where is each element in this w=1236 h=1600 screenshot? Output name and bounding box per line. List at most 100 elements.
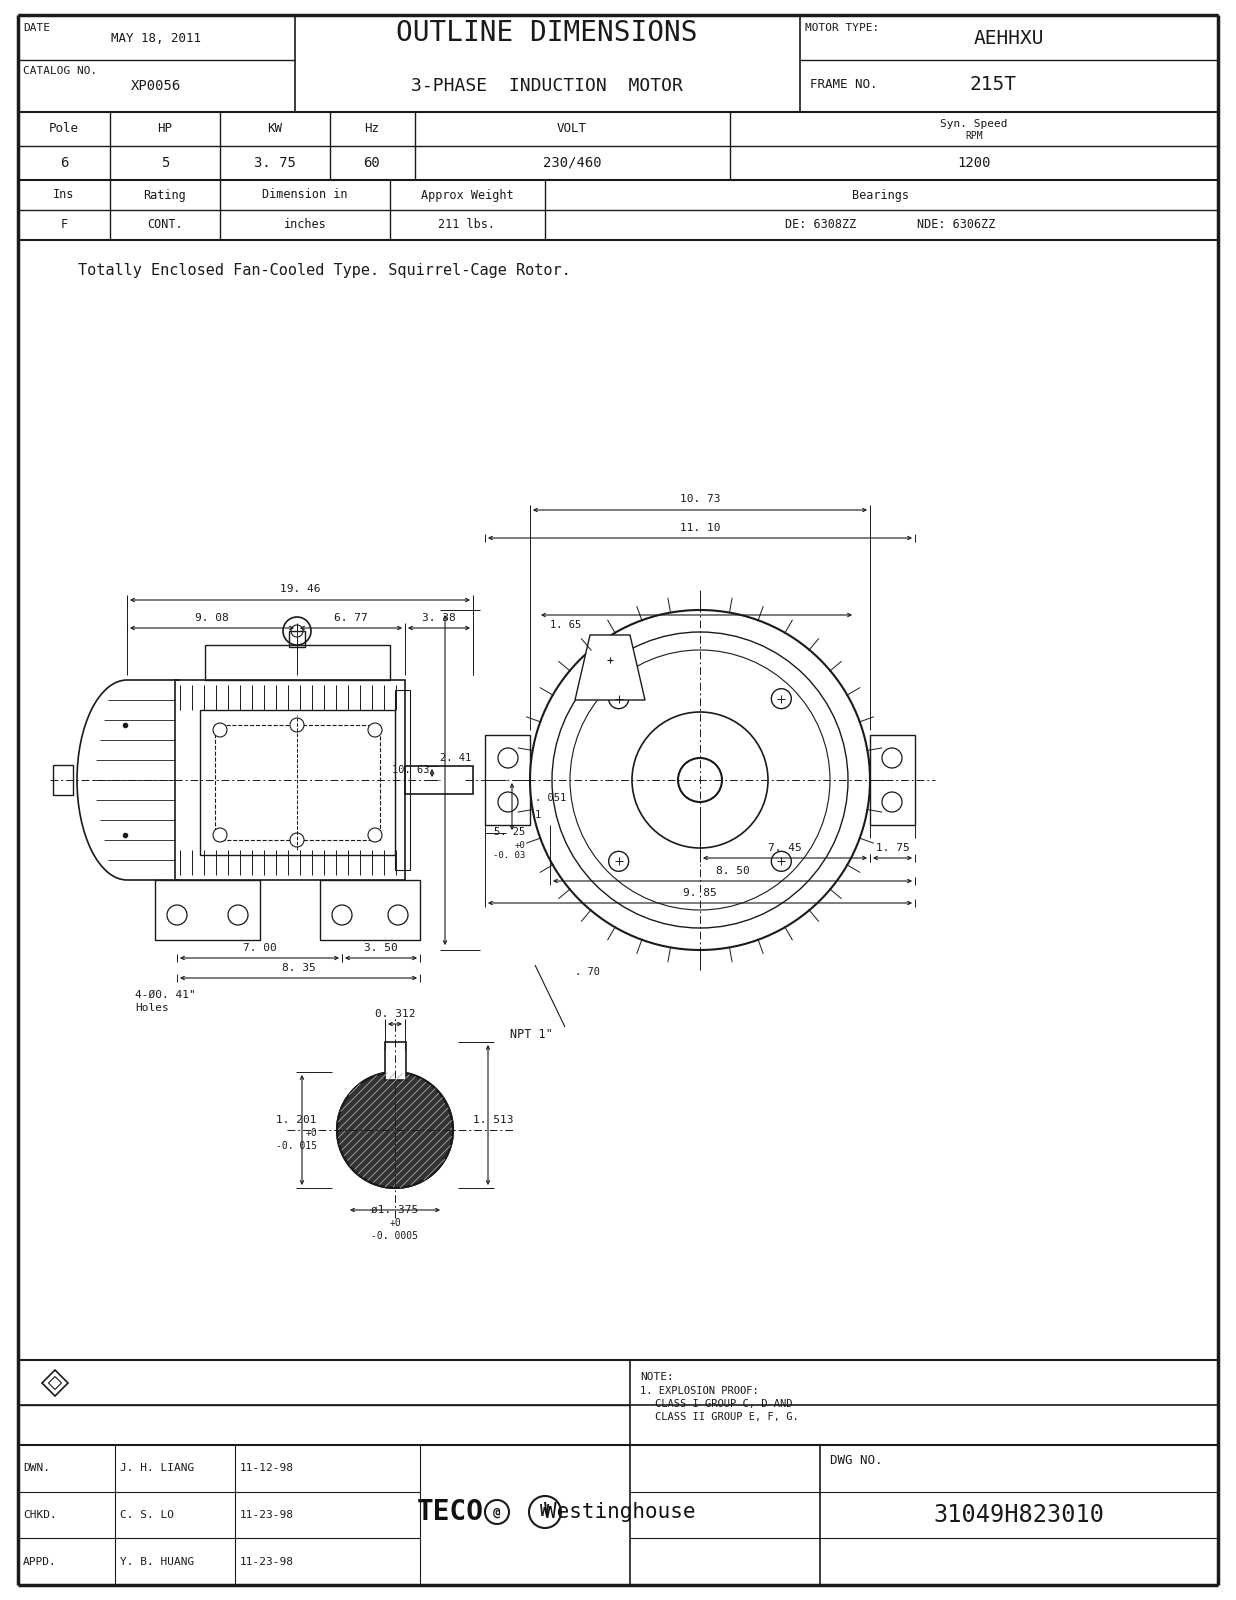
- Circle shape: [771, 688, 791, 709]
- Circle shape: [608, 688, 629, 709]
- Text: 10. 63: 10. 63: [393, 765, 430, 774]
- Text: 9. 85: 9. 85: [684, 888, 717, 898]
- Text: DE: 6308ZZ: DE: 6308ZZ: [785, 219, 857, 232]
- Text: APPD.: APPD.: [23, 1557, 57, 1566]
- Text: F: F: [61, 219, 68, 232]
- Text: 2. 41: 2. 41: [440, 754, 471, 763]
- Text: 215T: 215T: [970, 75, 1017, 93]
- Text: MOTOR TYPE:: MOTOR TYPE:: [805, 22, 879, 34]
- Text: 0. 312: 0. 312: [375, 1010, 415, 1019]
- Text: 1: 1: [535, 810, 541, 819]
- Bar: [485, 734, 530, 826]
- Text: 8. 50: 8. 50: [716, 866, 749, 877]
- Bar: [154, 880, 260, 939]
- Text: 10. 73: 10. 73: [680, 494, 721, 504]
- Circle shape: [498, 749, 518, 768]
- Text: ø1. 375: ø1. 375: [371, 1205, 419, 1214]
- Text: . 70: . 70: [575, 966, 599, 978]
- Text: Rating: Rating: [143, 189, 187, 202]
- Text: 9. 08: 9. 08: [195, 613, 229, 622]
- Text: 6. 77: 6. 77: [334, 613, 368, 622]
- Circle shape: [213, 723, 227, 738]
- Text: 1. 201: 1. 201: [277, 1115, 316, 1125]
- Circle shape: [290, 626, 303, 637]
- Text: Totally Enclosed Fan-Cooled Type. Squirrel-Cage Rotor.: Totally Enclosed Fan-Cooled Type. Squirr…: [78, 262, 571, 277]
- Bar: [215, 725, 379, 840]
- Polygon shape: [48, 1376, 62, 1389]
- Text: KW: KW: [267, 123, 283, 136]
- Circle shape: [883, 749, 902, 768]
- Circle shape: [883, 792, 902, 813]
- Text: CLASS II GROUP E, F, G.: CLASS II GROUP E, F, G.: [655, 1411, 798, 1422]
- Circle shape: [290, 834, 304, 846]
- Text: DWN.: DWN.: [23, 1464, 49, 1474]
- Text: DWG NO.: DWG NO.: [831, 1453, 883, 1467]
- Bar: [176, 680, 405, 880]
- Text: 3. 50: 3. 50: [365, 942, 398, 954]
- Text: Dimension in: Dimension in: [262, 189, 347, 202]
- Text: -0. 03: -0. 03: [493, 851, 525, 861]
- Circle shape: [388, 906, 408, 925]
- Text: RPM: RPM: [965, 131, 983, 141]
- Bar: [320, 880, 420, 939]
- Circle shape: [283, 618, 311, 645]
- Text: CATALOG NO.: CATALOG NO.: [23, 66, 98, 75]
- Circle shape: [368, 829, 382, 842]
- Text: W: W: [540, 1504, 550, 1520]
- Text: 1. 75: 1. 75: [875, 843, 910, 853]
- Text: VOLT: VOLT: [557, 123, 587, 136]
- Circle shape: [485, 1501, 509, 1523]
- Circle shape: [570, 650, 831, 910]
- Text: AEHHXU: AEHHXU: [974, 29, 1044, 48]
- Text: Pole: Pole: [49, 123, 79, 136]
- Text: XP0056: XP0056: [131, 78, 182, 93]
- Circle shape: [337, 1072, 454, 1187]
- Text: -0. 0005: -0. 0005: [372, 1230, 419, 1242]
- Text: 60: 60: [363, 157, 381, 170]
- Bar: [396, 690, 410, 870]
- Circle shape: [368, 723, 382, 738]
- Bar: [200, 710, 396, 854]
- Text: C. S. LO: C. S. LO: [120, 1510, 174, 1520]
- Text: 4-Ø0. 41": 4-Ø0. 41": [135, 990, 195, 1000]
- Text: 3. 75: 3. 75: [255, 157, 295, 170]
- Circle shape: [608, 851, 629, 872]
- Text: 11-12-98: 11-12-98: [240, 1464, 294, 1474]
- Bar: [289, 630, 305, 646]
- Polygon shape: [42, 1370, 68, 1395]
- Circle shape: [167, 906, 187, 925]
- Text: Y. B. HUANG: Y. B. HUANG: [120, 1557, 194, 1566]
- Text: 230/460: 230/460: [543, 157, 601, 170]
- Text: 11-23-98: 11-23-98: [240, 1510, 294, 1520]
- Circle shape: [552, 632, 848, 928]
- Text: FRAME NO.: FRAME NO.: [810, 77, 878, 91]
- Circle shape: [679, 758, 722, 802]
- Text: CLASS I GROUP C, D AND: CLASS I GROUP C, D AND: [655, 1398, 792, 1410]
- Bar: [205, 645, 391, 680]
- Text: 5: 5: [161, 157, 169, 170]
- Text: -0. 015: -0. 015: [276, 1141, 316, 1150]
- Text: 19. 46: 19. 46: [279, 584, 320, 594]
- Circle shape: [632, 712, 768, 848]
- Text: 1. 513: 1. 513: [473, 1115, 513, 1125]
- Text: HP: HP: [157, 123, 173, 136]
- Text: TECO: TECO: [417, 1498, 483, 1526]
- Text: . 051: . 051: [535, 794, 566, 803]
- Circle shape: [530, 610, 870, 950]
- Text: NPT 1": NPT 1": [510, 1029, 552, 1042]
- Bar: [384, 1042, 405, 1080]
- Text: 7. 00: 7. 00: [242, 942, 277, 954]
- Text: Westinghouse: Westinghouse: [544, 1502, 696, 1522]
- Text: 3-PHASE  INDUCTION  MOTOR: 3-PHASE INDUCTION MOTOR: [412, 77, 684, 94]
- Text: inches: inches: [283, 219, 326, 232]
- Text: 31049H823010: 31049H823010: [933, 1502, 1105, 1526]
- Circle shape: [498, 792, 518, 813]
- Text: 7. 45: 7. 45: [768, 843, 802, 853]
- Circle shape: [332, 906, 352, 925]
- Bar: [405, 766, 473, 794]
- Text: +0: +0: [514, 840, 525, 850]
- Text: DATE: DATE: [23, 22, 49, 34]
- Circle shape: [771, 851, 791, 872]
- Text: 5. 25: 5. 25: [493, 827, 525, 837]
- Text: Ins: Ins: [53, 189, 74, 202]
